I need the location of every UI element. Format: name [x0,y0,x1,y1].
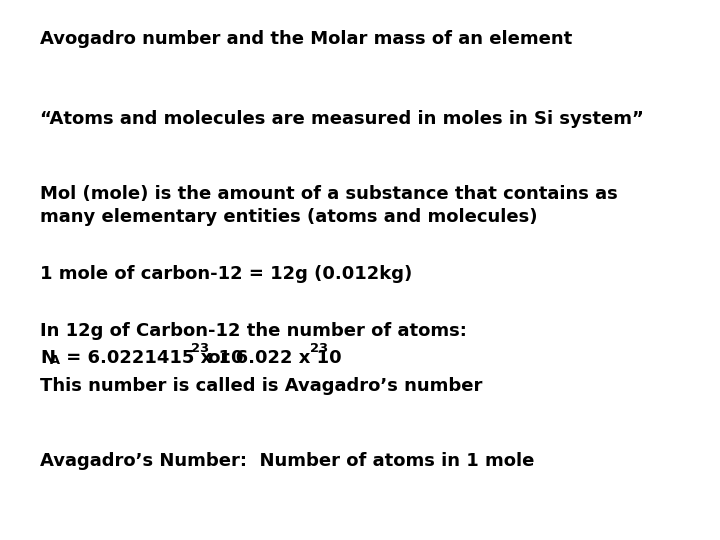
Text: 23: 23 [191,342,209,355]
Text: = 6.0221415 x 10: = 6.0221415 x 10 [60,349,243,367]
Text: 23: 23 [310,342,328,355]
Text: “Atoms and molecules are measured in moles in Si system”: “Atoms and molecules are measured in mol… [40,110,644,128]
Text: A: A [50,354,60,367]
Text: N: N [40,349,55,367]
Text: Avagadro’s Number:  Number of atoms in 1 mole: Avagadro’s Number: Number of atoms in 1 … [40,452,534,470]
Text: In 12g of Carbon-12 the number of atoms:: In 12g of Carbon-12 the number of atoms: [40,322,467,340]
Text: Avogadro number and the Molar mass of an element: Avogadro number and the Molar mass of an… [40,30,572,48]
Text: 1 mole of carbon-12 = 12g (0.012kg): 1 mole of carbon-12 = 12g (0.012kg) [40,265,413,283]
Text: Mol (mole) is the amount of a substance that contains as
many elementary entitie: Mol (mole) is the amount of a substance … [40,185,618,226]
Text: or 6.022 x 10: or 6.022 x 10 [202,349,341,367]
Text: This number is called is Avagadro’s number: This number is called is Avagadro’s numb… [40,377,482,395]
